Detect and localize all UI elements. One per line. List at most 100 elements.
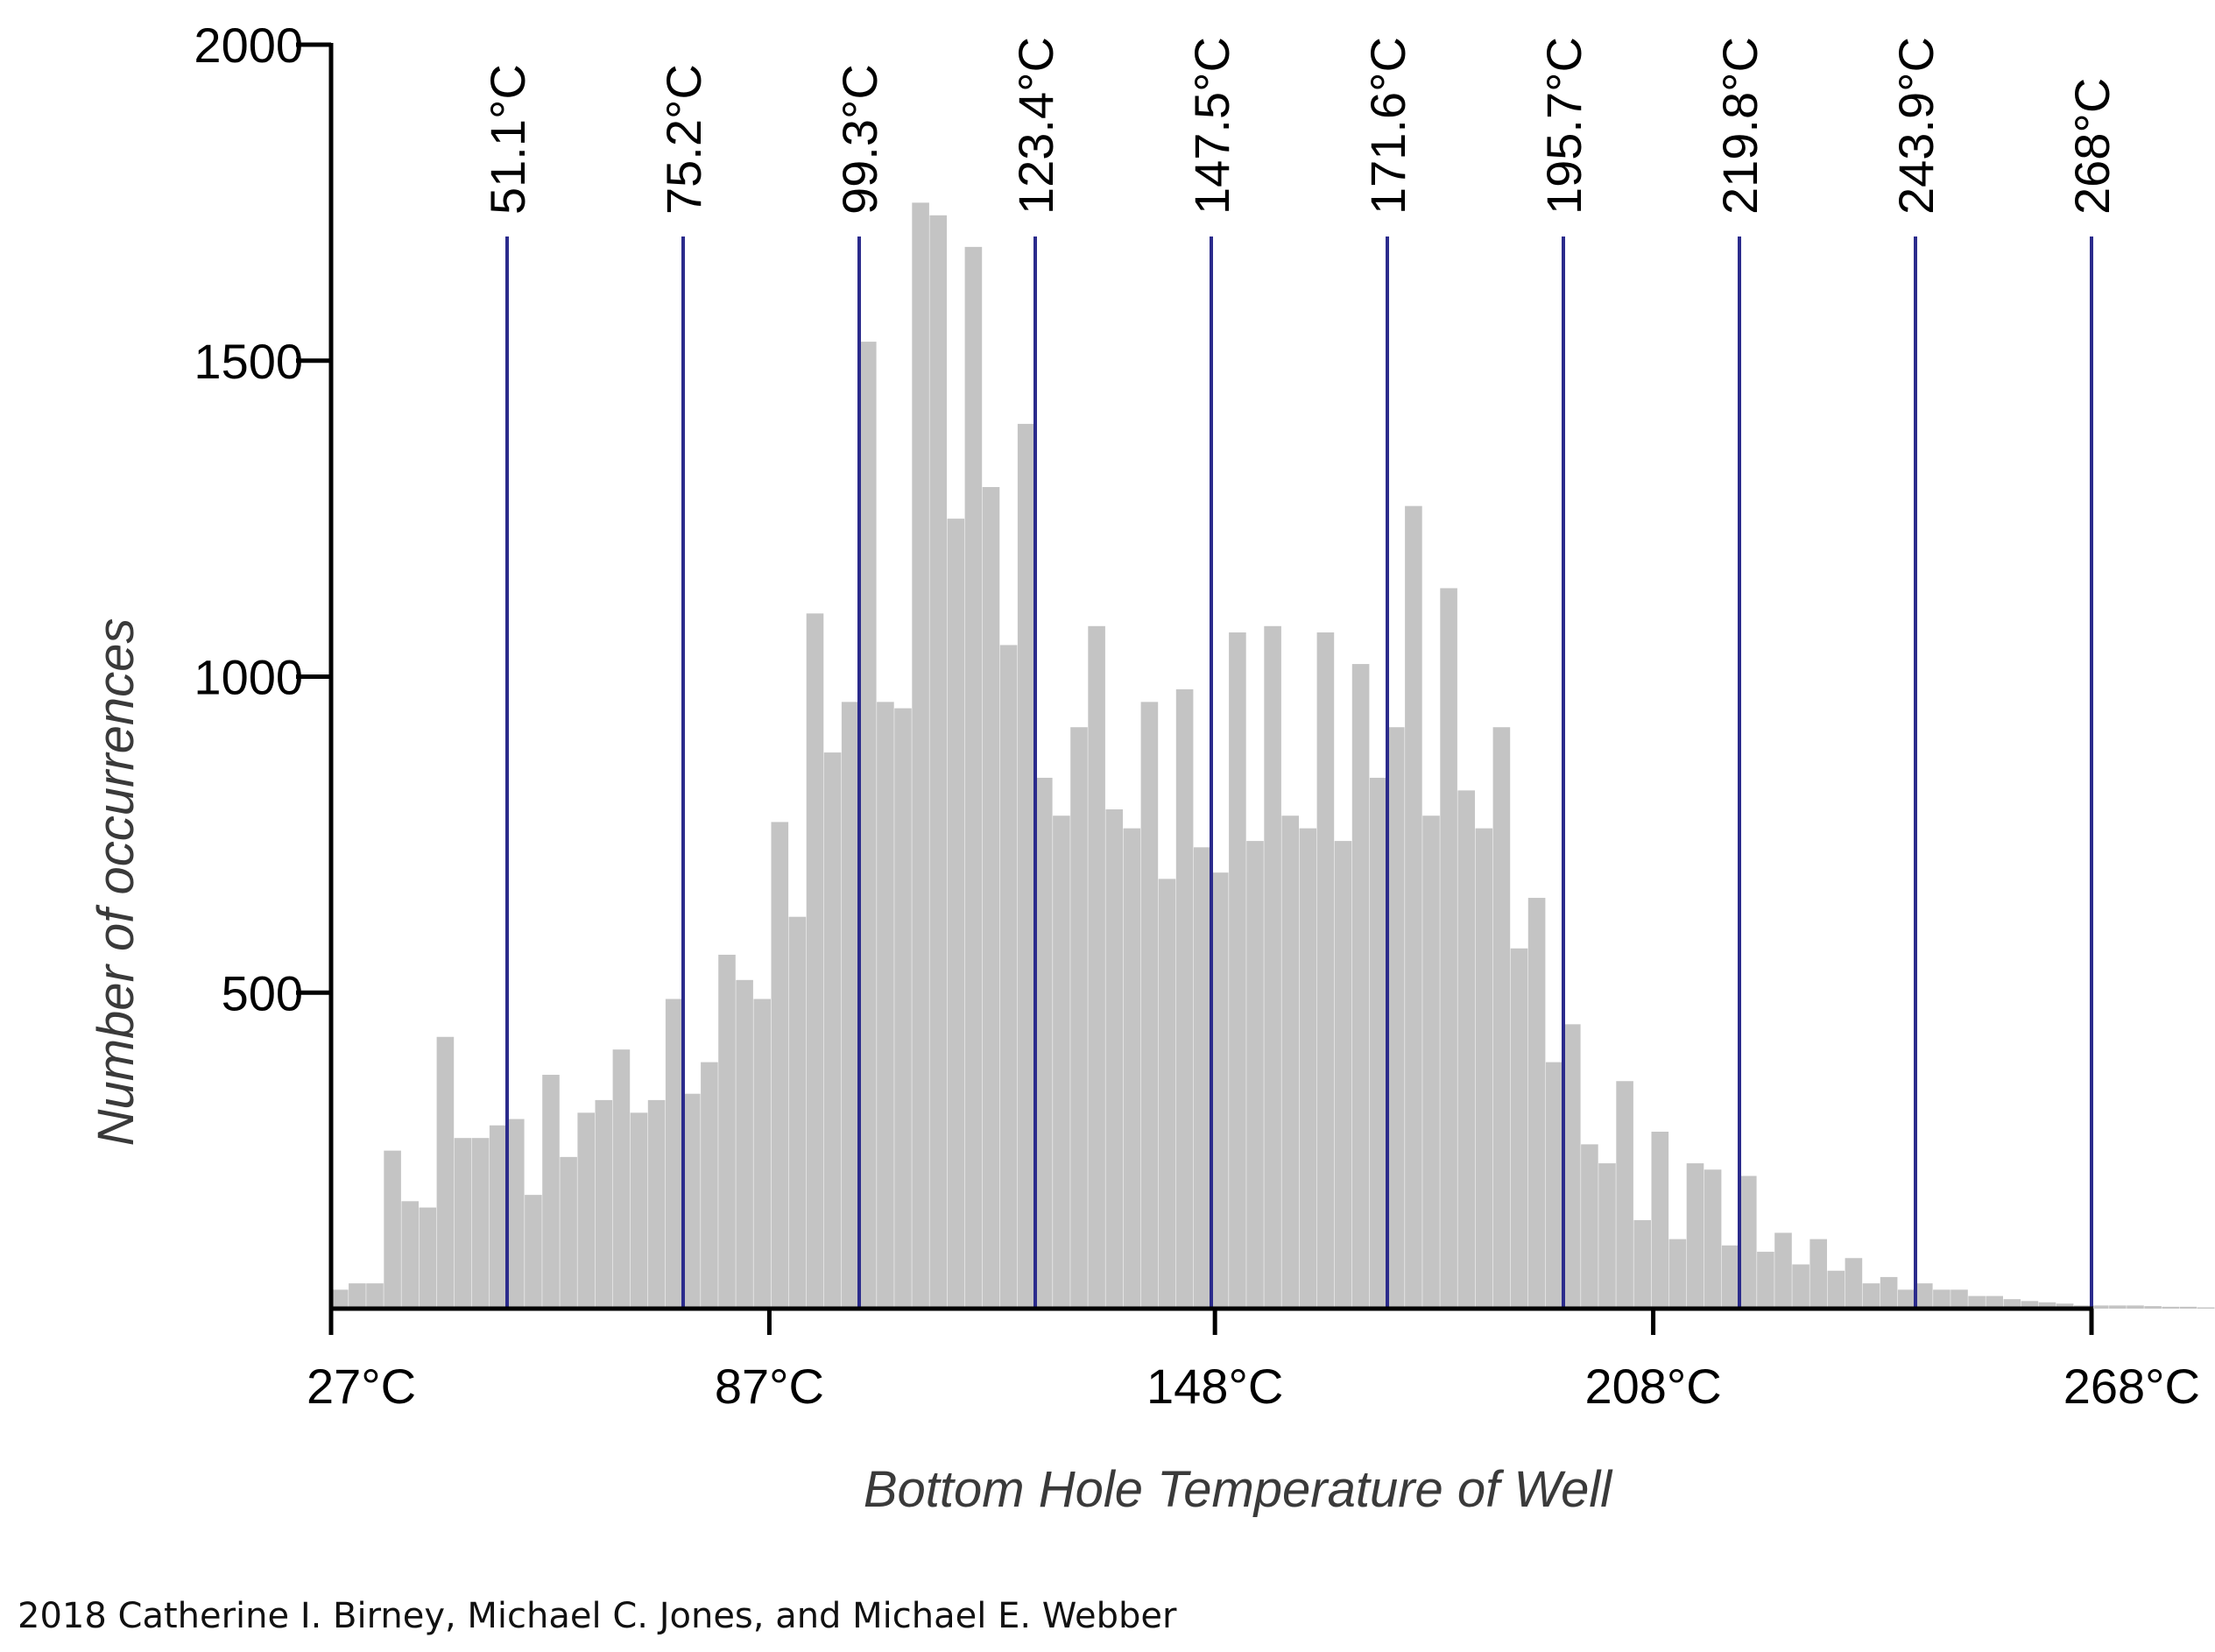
histogram-bar — [436, 1036, 455, 1309]
histogram-bar — [2197, 1307, 2215, 1309]
histogram-bar — [859, 342, 877, 1309]
histogram-bar — [1563, 1024, 1581, 1309]
histogram-bar — [1827, 1270, 1845, 1309]
histogram-bar — [2179, 1306, 2197, 1309]
histogram-bar — [2021, 1301, 2039, 1309]
histogram-bar — [507, 1119, 525, 1309]
y-tick-label: 1500 — [194, 334, 303, 389]
histogram-bar — [1845, 1258, 1863, 1309]
histogram-bar — [1264, 625, 1281, 1309]
histogram-bar — [823, 752, 842, 1309]
histogram-bar — [2109, 1305, 2127, 1309]
histogram-bar — [595, 1099, 613, 1309]
histogram-bar — [1351, 664, 1370, 1309]
reference-line-label: 195.7°C — [1536, 37, 1591, 215]
histogram-bar — [1281, 815, 1299, 1309]
histogram-bars — [331, 202, 2215, 1310]
histogram-bar — [1968, 1295, 1986, 1309]
histogram-bar — [999, 645, 1018, 1309]
histogram-bar — [982, 487, 1000, 1309]
x-axis-title: Bottom Hole Temperature of Well — [864, 1461, 1613, 1518]
histogram-bar — [1299, 828, 1317, 1309]
histogram-bar — [1387, 727, 1405, 1309]
histogram-bar — [1915, 1283, 1933, 1309]
reference-line-label: 123.4°C — [1008, 37, 1063, 215]
histogram-bar — [877, 702, 894, 1309]
reference-line-label: 219.8°C — [1712, 37, 1767, 215]
histogram-bar — [1088, 625, 1105, 1309]
histogram-bar — [701, 1062, 718, 1309]
x-tick-label: 208°C — [1584, 1359, 1721, 1414]
histogram-bar — [771, 822, 789, 1309]
reference-line-label: 243.9°C — [1888, 37, 1943, 215]
y-tick-label: 500 — [222, 965, 303, 1020]
reference-line-label: 171.6°C — [1360, 37, 1415, 215]
histogram-bar — [1053, 815, 1070, 1309]
histogram-bar — [1757, 1252, 1774, 1309]
histogram-bar — [1950, 1289, 1968, 1309]
histogram-bar — [384, 1150, 401, 1310]
histogram-bar — [1422, 815, 1440, 1309]
histogram-bar — [2056, 1303, 2074, 1309]
histogram-bar — [1369, 777, 1387, 1309]
histogram-bar — [1880, 1276, 1898, 1309]
histogram-bar — [1668, 1239, 1687, 1309]
histogram-bar — [525, 1195, 542, 1309]
histogram-bar — [1316, 632, 1335, 1309]
histogram-bar — [1739, 1175, 1757, 1309]
histogram-bar — [1457, 790, 1475, 1309]
histogram-bar — [894, 708, 912, 1309]
histogram-bar — [2003, 1299, 2021, 1309]
copyright-credit: 2018 Catherine I. Birney, Michael C. Jon… — [18, 1596, 1177, 1636]
x-tick-label: 268°C — [2063, 1359, 2200, 1414]
x-tick-label: 148°C — [1146, 1359, 1283, 1414]
histogram-bar — [489, 1125, 507, 1309]
histogram-bar — [1616, 1081, 1633, 1309]
x-tick-label: 87°C — [715, 1359, 824, 1414]
histogram-bar — [366, 1283, 384, 1309]
histogram-bar — [1792, 1264, 1809, 1309]
reference-line-label: 99.3°C — [832, 64, 887, 215]
y-axis-ticks: 500 1000 1500 2000 — [194, 18, 331, 1020]
reference-lines — [505, 237, 2093, 1309]
histogram-bar — [1229, 632, 1246, 1309]
histogram-bar — [1897, 1289, 1915, 1309]
histogram-bar — [1193, 847, 1211, 1309]
histogram-bar — [2038, 1302, 2056, 1309]
histogram-bar — [1405, 505, 1422, 1309]
histogram-bar — [1651, 1131, 1669, 1309]
histogram-bar — [1545, 1062, 1563, 1309]
histogram-bar — [1440, 588, 1457, 1309]
y-tick-label: 1000 — [194, 650, 303, 705]
reference-line-label: 51.1°C — [480, 64, 535, 215]
histogram-bar — [1933, 1289, 1950, 1309]
reference-line-label: 268°C — [2064, 78, 2120, 215]
histogram-bar — [964, 246, 983, 1309]
histogram-bar — [1175, 688, 1194, 1309]
histogram-bar — [788, 916, 807, 1309]
histogram-bar — [542, 1075, 560, 1309]
reference-line-labels: 51.1°C 75.2°C 99.3°C 123.4°C 147.5°C 171.6°C 1… — [480, 37, 2120, 215]
histogram-bar — [806, 613, 824, 1309]
histogram-bar — [1862, 1283, 1880, 1309]
histogram-bar — [736, 979, 753, 1309]
histogram-bar — [2127, 1305, 2144, 1309]
histogram-bar — [683, 1093, 701, 1309]
histogram-bar — [1211, 872, 1229, 1309]
histogram-bar — [1527, 898, 1546, 1309]
histogram-bar — [1035, 777, 1053, 1309]
histogram-bar — [947, 519, 965, 1310]
histogram-bar — [401, 1201, 419, 1309]
histogram-bar — [1704, 1169, 1722, 1309]
histogram-bar — [1105, 809, 1123, 1309]
histogram-bar — [1686, 1163, 1704, 1309]
reference-line-label: 147.5°C — [1184, 37, 1239, 215]
x-tick-label: 27°C — [307, 1359, 416, 1414]
histogram-bar — [2092, 1305, 2109, 1309]
histogram-bar — [454, 1138, 472, 1309]
histogram-bar — [1633, 1219, 1651, 1309]
histogram-bar — [560, 1156, 577, 1309]
histogram-bar — [1475, 828, 1493, 1309]
histogram-bar — [331, 1289, 349, 1309]
